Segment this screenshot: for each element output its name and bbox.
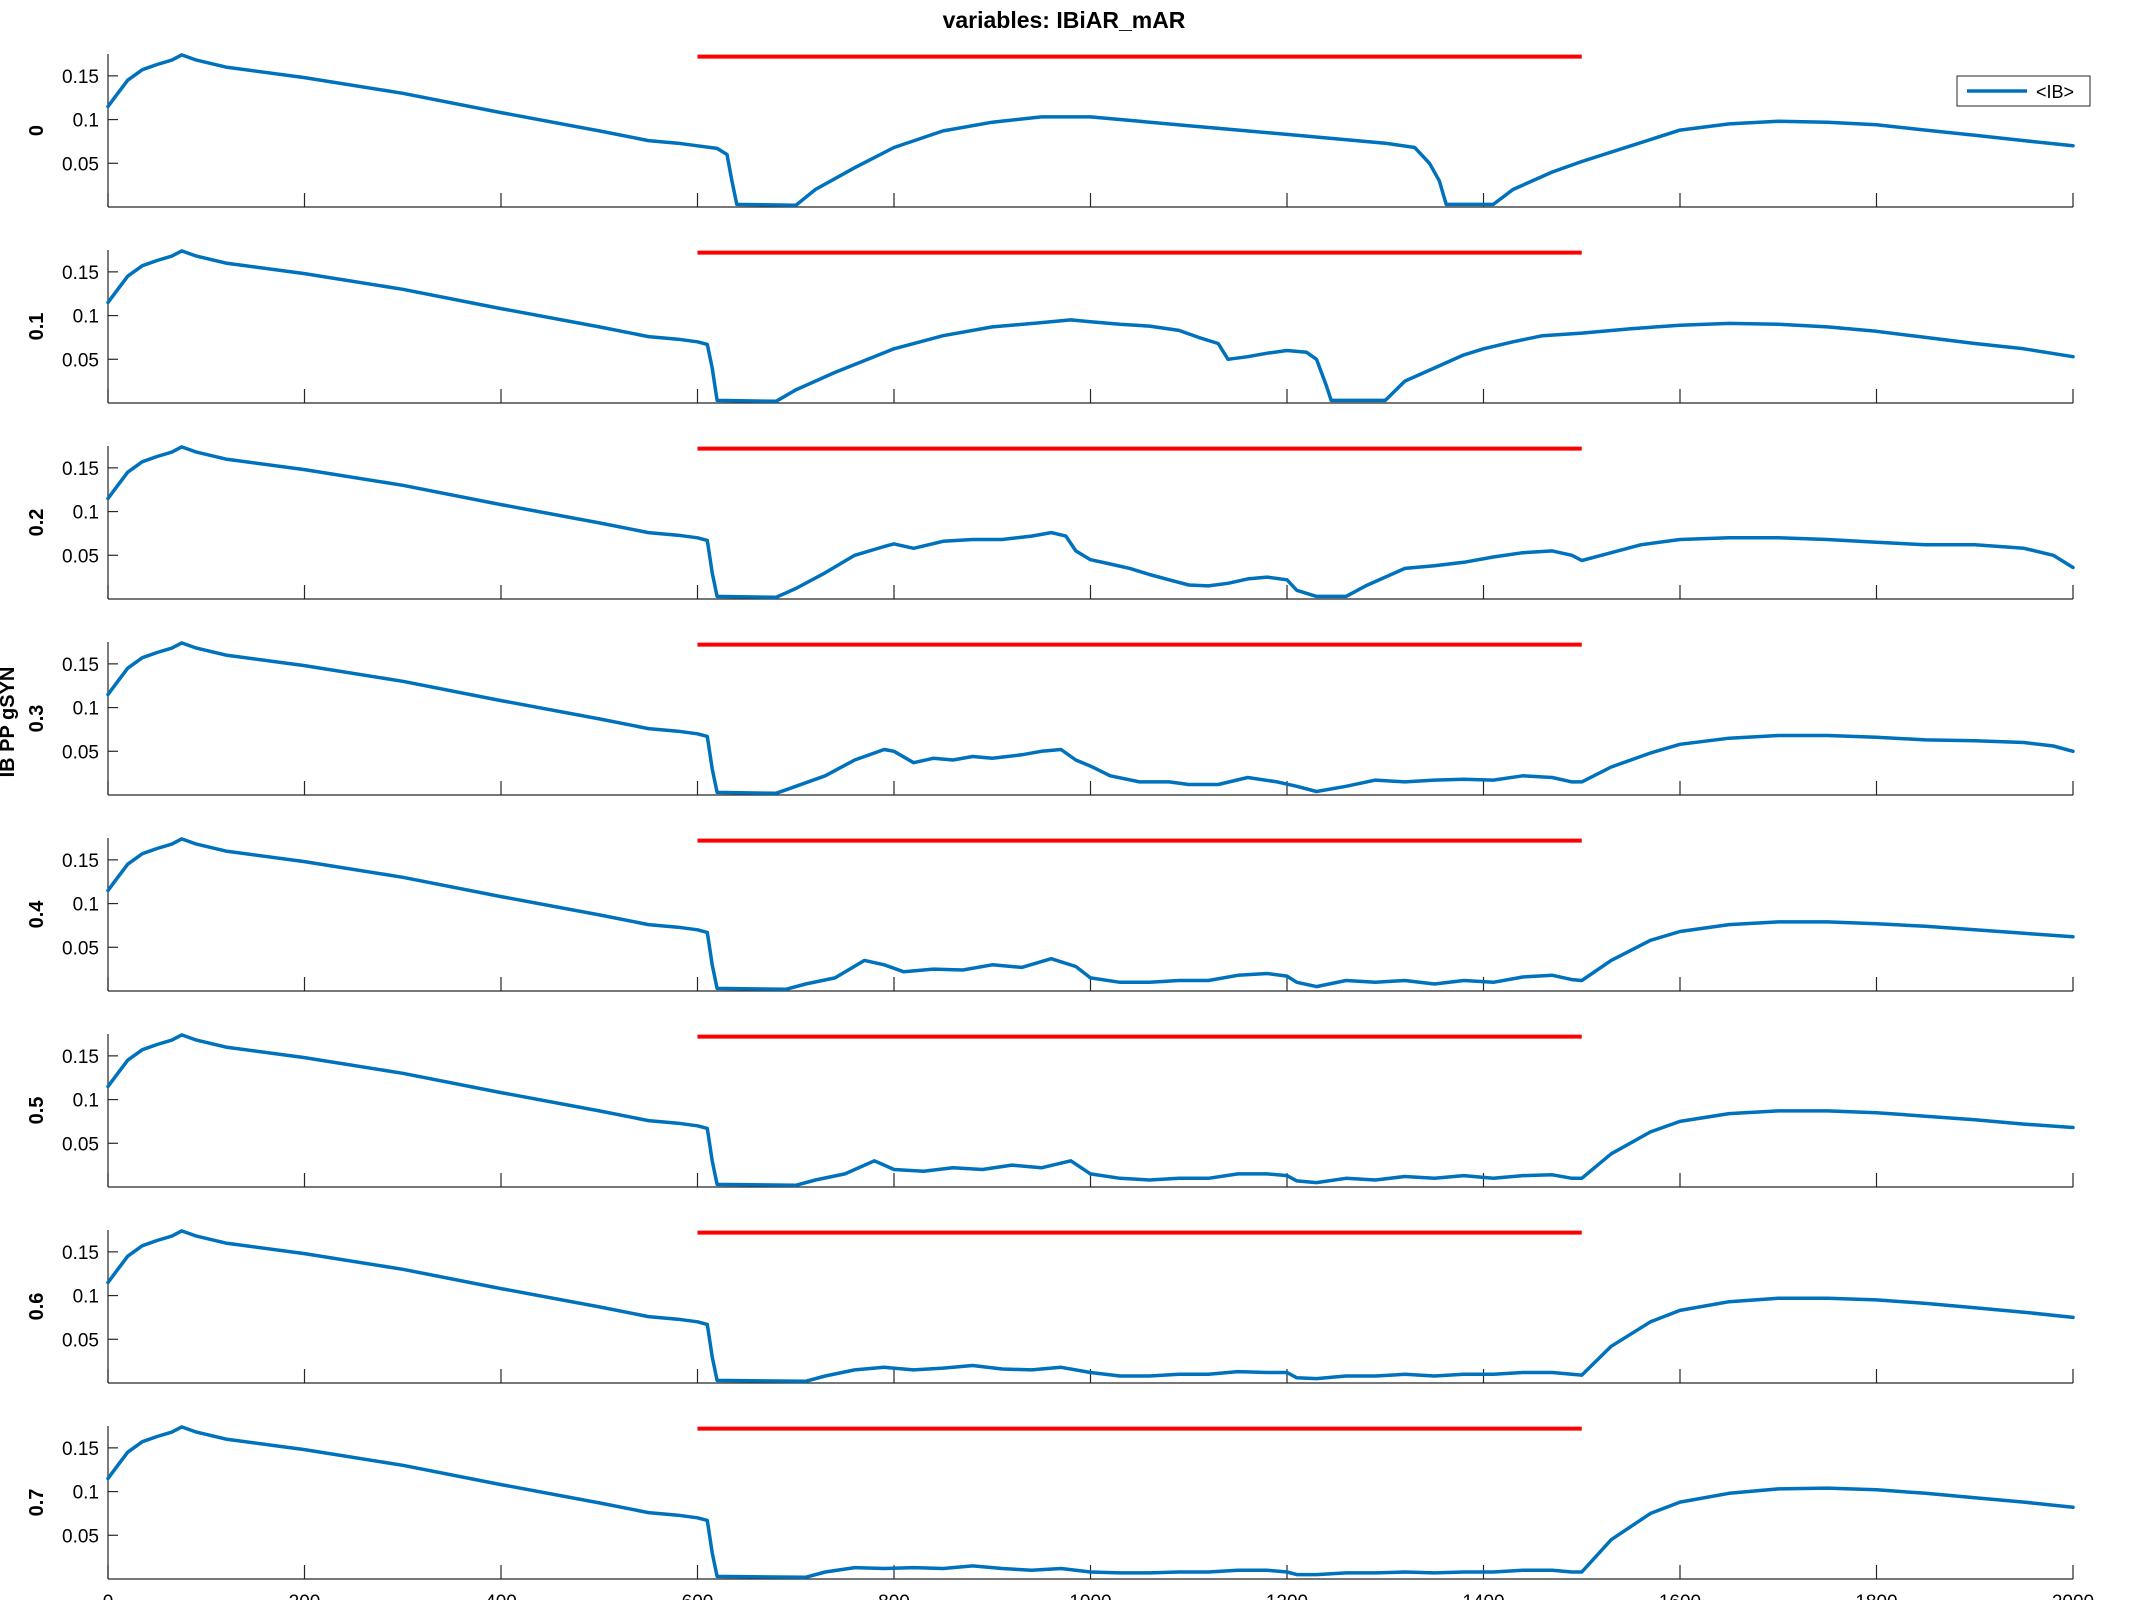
chart-title: variables: IBiAR_mAR: [943, 7, 1186, 33]
subplot-6: 0.05 0.1 0.15 0.6: [26, 1229, 2075, 1384]
subplot-1: 0.05 0.1 0.15 0.1: [26, 249, 2075, 404]
x-tick-label: 1800: [1855, 1592, 1897, 1600]
legend-label: <IB>: [2036, 82, 2074, 102]
y-tick-label: 0.05: [62, 350, 99, 371]
y-tick-label: 0.1: [73, 895, 99, 916]
series-line: [106, 641, 2075, 796]
y-axis-label: IB PP gSYN: [0, 667, 19, 778]
y-tick-label: 0.05: [62, 1134, 99, 1155]
series-line: [106, 1229, 2075, 1384]
subplot-2: 0.05 0.1 0.15 0.2: [26, 445, 2075, 600]
panel-label: 0.4: [26, 900, 48, 929]
x-tick-label: 600: [682, 1592, 714, 1600]
panel-label: 0.7: [26, 1489, 48, 1517]
y-tick-label: 0.1: [73, 699, 99, 720]
y-tick-label: 0.05: [62, 546, 99, 567]
y-tick-label: 0.15: [62, 459, 99, 480]
y-tick-label: 0.1: [73, 503, 99, 524]
y-tick-label: 0.05: [62, 938, 99, 959]
y-tick-label: 0.05: [62, 742, 99, 763]
panel-label: 0.3: [26, 705, 48, 733]
legend: <IB>: [1956, 75, 2091, 107]
x-tick-label: 1000: [1069, 1592, 1111, 1600]
x-tick-label: 2000: [2052, 1592, 2094, 1600]
series-line: [106, 53, 2075, 208]
x-tick-label: 800: [878, 1592, 910, 1600]
x-tick-label: 0: [103, 1592, 114, 1600]
x-tick-label: 1600: [1659, 1592, 1701, 1600]
series-line: [106, 445, 2075, 600]
y-tick-label: 0.1: [73, 111, 99, 132]
x-tick-label: 1400: [1462, 1592, 1504, 1600]
x-tick-label: 200: [289, 1592, 321, 1600]
y-tick-label: 0.1: [73, 307, 99, 328]
panel-label: 0: [26, 125, 48, 136]
subplot-5: 0.05 0.1 0.15 0.5: [26, 1033, 2075, 1188]
series-line: [106, 1033, 2075, 1188]
y-tick-label: 0.05: [62, 154, 99, 175]
y-tick-label: 0.1: [73, 1287, 99, 1308]
y-tick-label: 0.15: [62, 655, 99, 676]
panel-label: 0.2: [26, 509, 48, 537]
y-tick-label: 0.1: [73, 1091, 99, 1112]
subplot-3: 0.05 0.1 0.15 0.3: [26, 641, 2075, 796]
y-tick-label: 0.15: [62, 263, 99, 284]
y-tick-label: 0.05: [62, 1330, 99, 1351]
panel-label: 0.5: [26, 1097, 48, 1125]
y-tick-label: 0.05: [62, 1526, 99, 1547]
x-tick-label: 1200: [1266, 1592, 1308, 1600]
subplot-0: 0.05 0.1 0.15 0: [26, 53, 2075, 208]
y-tick-label: 0.15: [62, 1243, 99, 1264]
x-tick-label: 400: [485, 1592, 517, 1600]
panel-label: 0.6: [26, 1293, 48, 1321]
y-tick-label: 0.15: [62, 67, 99, 88]
y-tick-label: 0.1: [73, 1483, 99, 1504]
series-line: [106, 1425, 2075, 1580]
y-tick-label: 0.15: [62, 1439, 99, 1460]
series-line: [106, 837, 2075, 992]
subplot-4: 0.05 0.1 0.15 0.4: [26, 837, 2075, 992]
series-line: [106, 249, 2075, 404]
y-tick-label: 0.15: [62, 851, 99, 872]
y-tick-label: 0.15: [62, 1047, 99, 1068]
subplot-7: 0.05 0.1 0.15 0 200 400 600 800 1000 1200 1400 1600…: [26, 1425, 2094, 1600]
subplot-group: 0.05 0.1 0.15 0 0.05 0.1 0.15 0.1 0.05 0.1 0.15 0.2…: [26, 53, 2094, 1600]
panel-label: 0.1: [26, 313, 48, 341]
